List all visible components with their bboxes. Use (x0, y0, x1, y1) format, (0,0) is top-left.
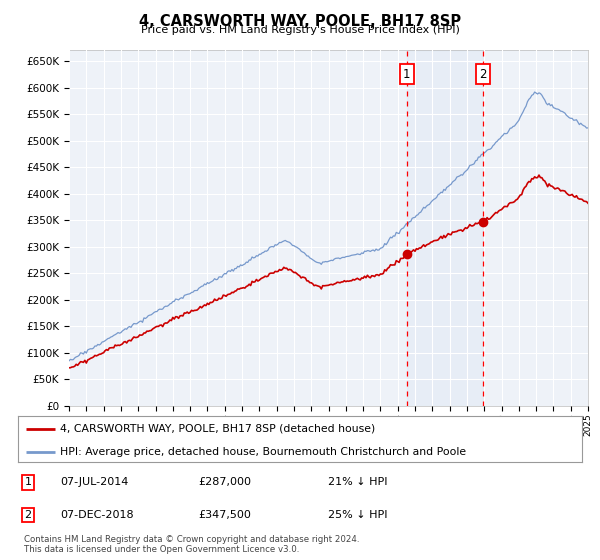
Text: 07-DEC-2018: 07-DEC-2018 (60, 510, 134, 520)
Text: HPI: Average price, detached house, Bournemouth Christchurch and Poole: HPI: Average price, detached house, Bour… (60, 447, 466, 457)
Text: £347,500: £347,500 (199, 510, 251, 520)
Text: 2: 2 (25, 510, 32, 520)
Text: 25% ↓ HPI: 25% ↓ HPI (328, 510, 388, 520)
Text: Price paid vs. HM Land Registry's House Price Index (HPI): Price paid vs. HM Land Registry's House … (140, 25, 460, 35)
Text: £287,000: £287,000 (199, 477, 251, 487)
Text: 07-JUL-2014: 07-JUL-2014 (60, 477, 128, 487)
Text: 4, CARSWORTH WAY, POOLE, BH17 8SP (detached house): 4, CARSWORTH WAY, POOLE, BH17 8SP (detac… (60, 424, 376, 434)
Text: Contains HM Land Registry data © Crown copyright and database right 2024.
This d: Contains HM Land Registry data © Crown c… (24, 535, 359, 554)
Text: 1: 1 (403, 68, 410, 81)
Text: 1: 1 (25, 477, 32, 487)
Text: 2: 2 (479, 68, 487, 81)
Text: 21% ↓ HPI: 21% ↓ HPI (328, 477, 388, 487)
Text: 4, CARSWORTH WAY, POOLE, BH17 8SP: 4, CARSWORTH WAY, POOLE, BH17 8SP (139, 14, 461, 29)
Bar (407, 50, 483, 406)
